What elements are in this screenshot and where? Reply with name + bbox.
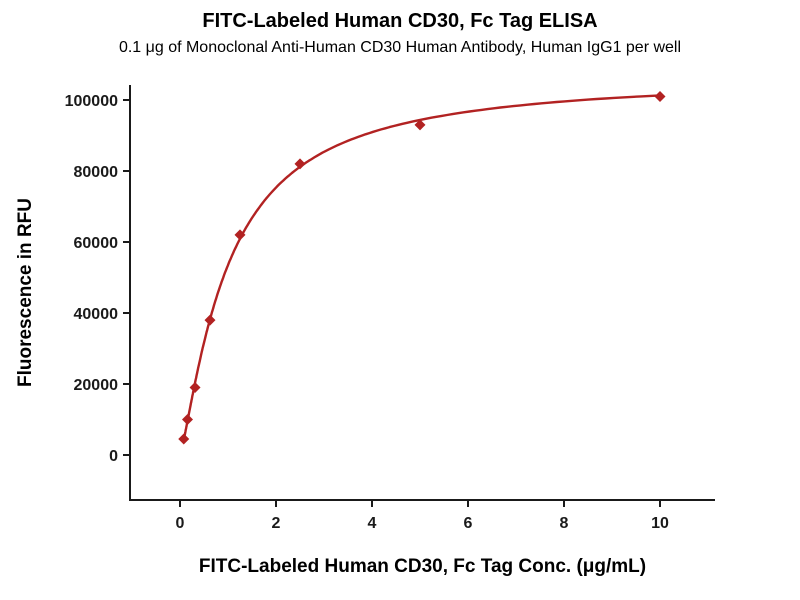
y-tick-label: 80000 — [74, 164, 119, 181]
x-tick-label: 2 — [272, 515, 281, 532]
y-tick-label: 60000 — [74, 235, 119, 252]
data-point — [204, 314, 216, 326]
data-point — [189, 382, 201, 394]
x-tick-label: 0 — [176, 515, 185, 532]
y-tick-label: 0 — [109, 448, 118, 465]
y-tick-label: 100000 — [65, 93, 118, 110]
data-point — [178, 433, 190, 445]
chart-title: FITC-Labeled Human CD30, Fc Tag ELISA — [202, 10, 598, 32]
y-tick-label: 20000 — [74, 377, 119, 394]
x-tick-label: 6 — [464, 515, 473, 532]
data-point — [654, 90, 666, 102]
x-tick-label: 8 — [560, 515, 569, 532]
data-point — [234, 229, 246, 241]
data-point — [294, 158, 306, 170]
axes — [129, 85, 715, 501]
x-tick-label: 10 — [651, 515, 669, 532]
x-tick-label: 4 — [368, 515, 377, 532]
chart-subtitle: 0.1 μg of Monoclonal Anti-Human CD30 Hum… — [118, 39, 682, 56]
x-axis-label: FITC-Labeled Human CD30, Fc Tag Conc. (μ… — [198, 556, 647, 577]
fit-curve — [182, 94, 661, 441]
data-point — [181, 414, 193, 425]
y-tick-label: 40000 — [74, 306, 119, 323]
data-point — [414, 119, 426, 131]
